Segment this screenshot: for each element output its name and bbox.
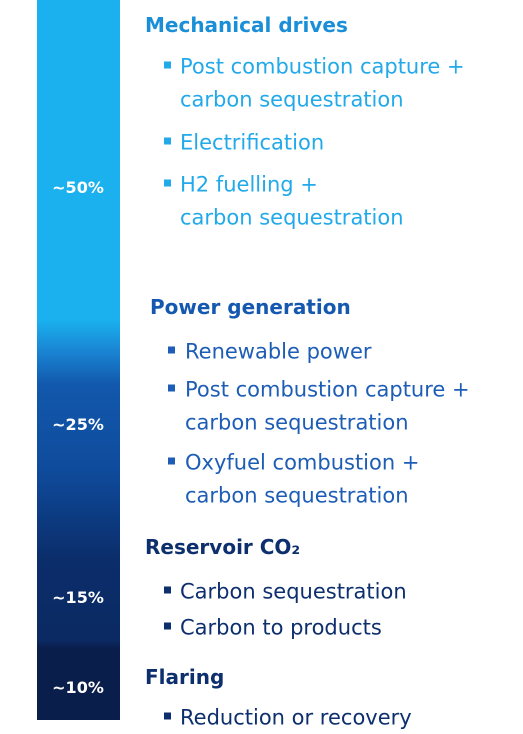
bullet bbox=[168, 384, 175, 392]
item-text: carbon sequestration bbox=[185, 483, 409, 508]
item-text: carbon sequestration bbox=[185, 410, 409, 435]
item-text: Carbon to products bbox=[180, 615, 382, 640]
item-text: Renewable power bbox=[185, 339, 372, 364]
bullet bbox=[164, 586, 171, 594]
item-text: Electrification bbox=[180, 130, 325, 155]
section-heading: Flaring bbox=[145, 665, 225, 689]
item-text: Post combustion capture + bbox=[180, 54, 465, 79]
bullet bbox=[168, 457, 175, 465]
section-heading: Power generation bbox=[150, 295, 351, 319]
bullet bbox=[164, 712, 171, 720]
bullet bbox=[164, 137, 171, 145]
item-text: carbon sequestration bbox=[180, 87, 404, 112]
share-label: ~15% bbox=[52, 588, 104, 607]
bullet bbox=[164, 622, 171, 630]
item-text: carbon sequestration bbox=[180, 205, 404, 230]
share-label: ~10% bbox=[52, 678, 104, 697]
item-text: H2 fuelling + bbox=[180, 172, 318, 197]
share-label: ~25% bbox=[52, 415, 104, 434]
item-text: Post combustion capture + bbox=[185, 377, 470, 402]
bullet bbox=[164, 179, 171, 187]
section-heading: Mechanical drives bbox=[145, 13, 348, 37]
bullet bbox=[168, 346, 175, 354]
share-label: ~50% bbox=[52, 178, 104, 197]
item-text: Reduction or recovery bbox=[180, 705, 412, 730]
bullet bbox=[164, 61, 171, 69]
section-heading: Reservoir CO₂ bbox=[145, 535, 301, 559]
item-text: Oxyfuel combustion + bbox=[185, 450, 420, 475]
item-text: Carbon sequestration bbox=[180, 579, 407, 604]
share-bar bbox=[37, 0, 120, 720]
